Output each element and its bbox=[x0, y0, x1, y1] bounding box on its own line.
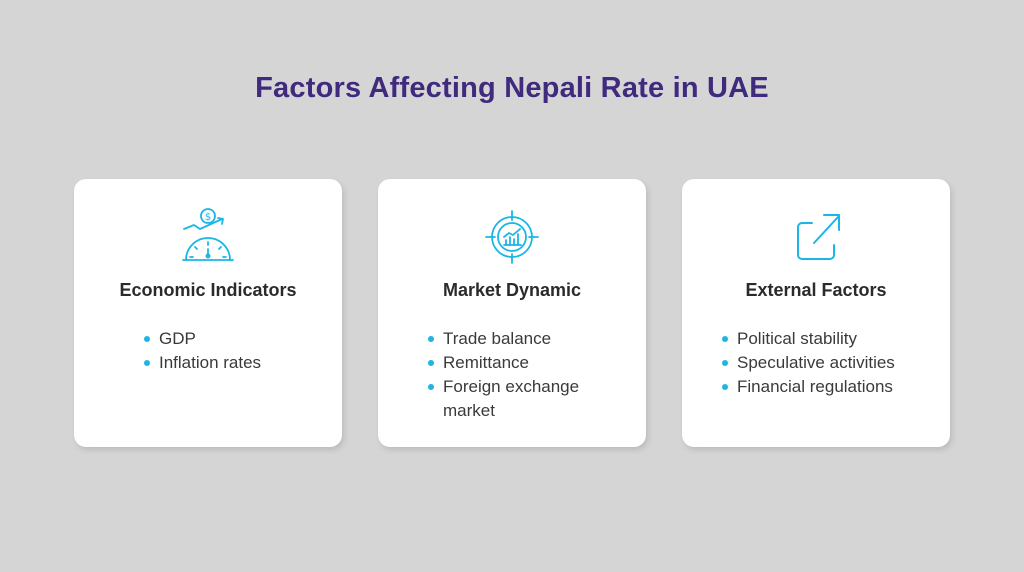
list-item: GDP bbox=[144, 327, 324, 351]
bullet-list: Political stability Speculative activiti… bbox=[722, 327, 942, 399]
page-title: Factors Affecting Nepali Rate in UAE bbox=[255, 72, 769, 104]
list-item: Financial regulations bbox=[722, 375, 942, 399]
card-external-factors: External Factors Political stability Spe… bbox=[682, 179, 950, 447]
list-item: Remittance bbox=[428, 351, 628, 375]
svg-text:$: $ bbox=[205, 212, 211, 223]
card-market-dynamic: Market Dynamic Trade balance Remittance … bbox=[378, 179, 646, 447]
bullet-list: Trade balance Remittance Foreign exchang… bbox=[428, 327, 628, 423]
bullet-list: GDP Inflation rates bbox=[144, 327, 324, 375]
target-chart-icon bbox=[378, 207, 646, 267]
list-item: Speculative activities bbox=[722, 351, 942, 375]
list-item: Foreign exchange market bbox=[428, 375, 628, 423]
list-item: Trade balance bbox=[428, 327, 628, 351]
list-item: Political stability bbox=[722, 327, 942, 351]
card-economic-indicators: $ Economic Indicators GDP Inflation rate… bbox=[74, 179, 342, 447]
card-title: Market Dynamic bbox=[442, 280, 582, 300]
speedometer-dollar-icon: $ bbox=[74, 207, 342, 267]
card-title: External Factors bbox=[745, 280, 887, 300]
external-link-icon bbox=[682, 207, 950, 267]
list-item: Inflation rates bbox=[144, 351, 324, 375]
card-title: Economic Indicators bbox=[119, 280, 297, 300]
